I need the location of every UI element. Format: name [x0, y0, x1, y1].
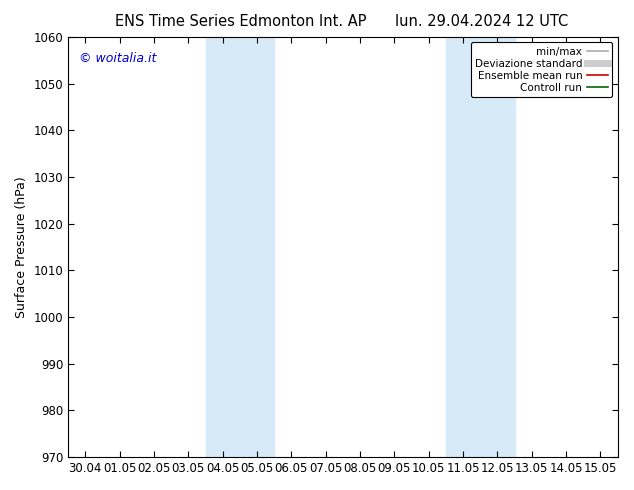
Bar: [446, 37, 515, 457]
Bar: [205, 37, 275, 457]
Text: lun. 29.04.2024 12 UTC: lun. 29.04.2024 12 UTC: [395, 14, 569, 29]
Legend: min/max, Deviazione standard, Ensemble mean run, Controll run: min/max, Deviazione standard, Ensemble m…: [470, 42, 612, 97]
Y-axis label: Surface Pressure (hPa): Surface Pressure (hPa): [15, 176, 28, 318]
Text: © woitalia.it: © woitalia.it: [79, 52, 157, 65]
Text: ENS Time Series Edmonton Int. AP: ENS Time Series Edmonton Int. AP: [115, 14, 366, 29]
